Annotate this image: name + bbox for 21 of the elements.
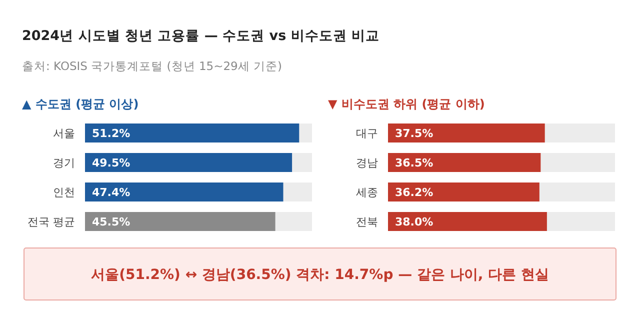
y-tick-label: 경남 bbox=[356, 156, 378, 170]
data-label: 36.5% bbox=[395, 156, 434, 170]
y-tick-label: 대구 bbox=[356, 127, 378, 140]
text: 출처: KOSIS 국가통계포털 (청년 15~29세 기준) bbox=[22, 59, 282, 73]
chart-title: ▼ 비수도권 하위 (평균 이하) bbox=[328, 97, 485, 111]
y-tick-label: 서울 bbox=[53, 127, 75, 140]
y-tick-label: 인천 bbox=[53, 186, 75, 199]
data-label: 38.0% bbox=[395, 216, 434, 228]
data-label: 36.2% bbox=[395, 186, 434, 199]
y-tick-label: 세종 bbox=[356, 186, 378, 199]
text: 서울(51.2%) ↔ 경남(36.5%) 격차: 14.7%p — 같은 나이, 다른 현실 bbox=[91, 267, 549, 283]
y-tick-label: 전북 bbox=[356, 216, 378, 228]
chart-title: ▲ 수도권 (평균 이상) bbox=[22, 97, 139, 111]
data-label: 37.5% bbox=[395, 127, 434, 140]
y-tick-label: 전국 평균 bbox=[28, 216, 75, 228]
data-label: 45.5% bbox=[92, 216, 130, 228]
text: 2024년 시도별 청년 고용률 — 수도권 vs 비수도권 비교 bbox=[22, 28, 380, 44]
data-label: 47.4% bbox=[92, 186, 130, 199]
data-label: 51.2% bbox=[92, 127, 130, 140]
y-tick-label: 경기 bbox=[53, 156, 75, 170]
data-label: 49.5% bbox=[92, 156, 130, 170]
